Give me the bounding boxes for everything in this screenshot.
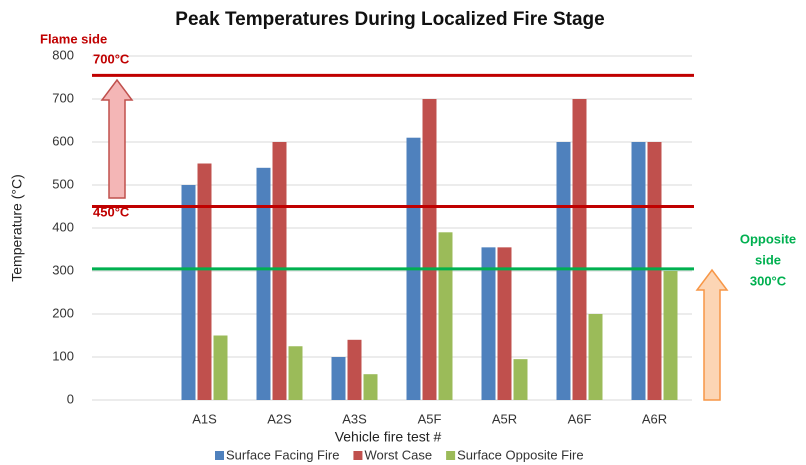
x-tick-label: A2S (267, 411, 292, 426)
chart-title: Peak Temperatures During Localized Fire … (175, 9, 604, 30)
bar (497, 247, 512, 400)
x-tick-label: A5F (418, 411, 442, 426)
bar (213, 335, 228, 400)
flame-arrow (100, 78, 134, 199)
bar (331, 357, 346, 400)
bar (663, 271, 678, 400)
bar (288, 346, 303, 400)
legend-label: Surface Facing Fire (226, 447, 339, 462)
y-tick-label: 400 (52, 219, 74, 234)
opposite-arrow (695, 268, 729, 401)
bar (556, 142, 571, 400)
legend-label: Worst Case (364, 447, 432, 462)
y-tick-label: 500 (52, 176, 74, 191)
bars (181, 99, 678, 400)
legend-swatch (446, 451, 456, 460)
bar (256, 167, 271, 400)
bar (631, 142, 646, 400)
bar (588, 314, 603, 400)
annotation: side (755, 252, 781, 267)
bar (481, 247, 496, 400)
annotation: Flame side (40, 31, 107, 46)
y-tick-label: 600 (52, 133, 74, 148)
bar (647, 142, 662, 400)
bar (438, 232, 453, 400)
bar (422, 99, 437, 400)
y-tick-label: 100 (52, 348, 74, 363)
legend: Surface Facing Fire Worst Case Surface Opp… (215, 447, 584, 462)
bar (197, 163, 212, 400)
bar (363, 374, 378, 400)
bar (572, 99, 587, 400)
bar (347, 339, 362, 400)
x-tick-label: A1S (192, 411, 217, 426)
bar (181, 185, 196, 400)
x-tick-label: A6F (568, 411, 592, 426)
y-tick-label: 800 (52, 47, 74, 62)
annotation: 300°C (750, 273, 787, 288)
bar (513, 359, 528, 400)
x-tick-label: A3S (342, 411, 367, 426)
legend-swatch (215, 451, 224, 460)
y-tick-label: 700 (52, 90, 74, 105)
y-tick-label: 300 (52, 262, 74, 277)
x-tick-label: A6R (642, 411, 667, 426)
y-tick-label: 200 (52, 305, 74, 320)
reference-lines (92, 73, 694, 271)
legend-label: Surface Opposite Fire (457, 447, 583, 462)
legend-swatch (353, 451, 363, 460)
x-tick-label: A5R (492, 411, 517, 426)
y-axis-title: Temperature (°C) (9, 174, 25, 282)
annotation: Opposite (740, 231, 796, 246)
x-axis-title: Vehicle fire test # (335, 429, 442, 445)
bar (272, 142, 287, 400)
y-tick-label: 0 (67, 391, 74, 406)
annotation: 450°C (93, 204, 130, 219)
annotation: 700°C (93, 51, 130, 66)
